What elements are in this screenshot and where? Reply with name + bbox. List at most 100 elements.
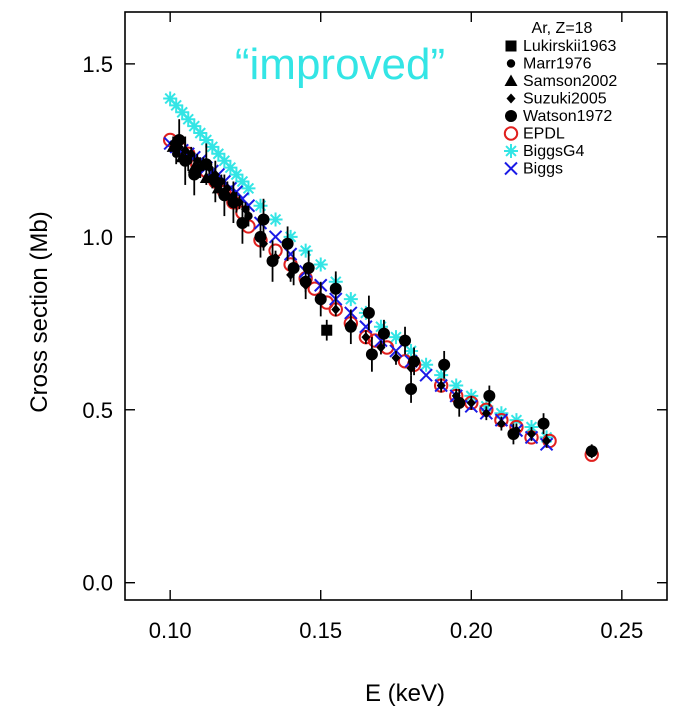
legend-entry: EPDL (523, 126, 565, 143)
data-point (399, 334, 412, 347)
data-point (391, 352, 401, 363)
series-biggsg4 (163, 91, 554, 445)
legend-entry: Suzuki2005 (523, 91, 607, 108)
data-point (359, 320, 373, 334)
data-point (419, 368, 433, 382)
legend-entry: Lukirskii1963 (523, 38, 616, 55)
data-point (193, 126, 208, 141)
data-point (389, 330, 403, 345)
x-axis-title: E (keV) (365, 680, 445, 707)
data-point (542, 435, 552, 446)
data-point (321, 324, 333, 336)
data-point (244, 211, 253, 221)
data-point (298, 243, 313, 258)
y-tick-label: 1.0 (82, 225, 113, 250)
data-point (419, 357, 434, 372)
legend-entry: Watson1972 (523, 108, 612, 125)
data-point (253, 198, 268, 213)
x-tick-label: 0.10 (149, 618, 192, 643)
legend-marker (505, 40, 517, 52)
series-lukirskii1963 (321, 319, 333, 341)
data-point (302, 261, 315, 274)
series-watson1972 (173, 119, 598, 459)
data-point (254, 230, 267, 243)
legend-marker (503, 126, 519, 141)
data-point (217, 153, 232, 168)
legend-marker (504, 74, 518, 86)
legend-marker (505, 110, 517, 122)
data-point (268, 212, 283, 227)
data-point (187, 119, 202, 134)
data-point (483, 389, 496, 402)
legend-title: Ar, Z=18 (532, 20, 593, 37)
data-point (434, 368, 449, 383)
data-point (241, 181, 256, 196)
data-point (287, 261, 300, 274)
data-point (205, 139, 220, 154)
data-point (404, 343, 419, 358)
data-point (199, 132, 214, 147)
data-point (181, 112, 196, 127)
data-point (438, 358, 451, 371)
annotation-improved: “improved” (235, 40, 445, 89)
data-point (173, 133, 186, 146)
data-point (481, 408, 491, 419)
legend-marker (504, 144, 518, 158)
data-point (331, 304, 341, 315)
data-point (527, 428, 536, 439)
data-point (268, 230, 283, 244)
data-point (169, 98, 184, 113)
data-point (449, 378, 464, 393)
legend-entry: Marr1976 (523, 56, 592, 73)
data-point (188, 168, 201, 181)
data-point (343, 292, 358, 307)
plot-frame (124, 11, 668, 601)
data-point (344, 320, 357, 333)
legend-entry: Samson2002 (523, 73, 617, 90)
data-point (453, 396, 466, 409)
data-point (223, 160, 238, 175)
data-point (227, 196, 240, 209)
data-point (236, 216, 249, 229)
data-point (585, 445, 598, 458)
data-point (313, 257, 328, 272)
series-epdl (162, 132, 599, 462)
data-point (229, 167, 244, 182)
x-tick-label: 0.25 (600, 618, 643, 643)
data-point (361, 332, 371, 343)
data-point (314, 293, 327, 306)
legend-entry: BiggsG4 (523, 143, 584, 160)
data-point (507, 427, 520, 440)
data-point (281, 237, 294, 250)
y-axis-title: Cross section (Mb) (26, 211, 53, 412)
data-point (405, 383, 418, 396)
y-tick-label: 1.5 (82, 52, 113, 77)
data-point (365, 348, 378, 361)
data-point (283, 229, 298, 244)
legend-marker (504, 161, 518, 176)
y-tick-label: 0.5 (82, 398, 113, 423)
data-point (163, 91, 178, 106)
data-point (283, 247, 298, 261)
data-point (218, 189, 231, 202)
data-point (373, 319, 388, 334)
data-point (496, 418, 506, 429)
data-point (171, 149, 181, 159)
data-point (537, 417, 550, 430)
data-point (211, 146, 226, 161)
data-point (408, 355, 421, 368)
legend-entry: Biggs (523, 161, 563, 178)
data-point (209, 175, 222, 188)
data-point (257, 213, 270, 226)
y-tick-label: 0.0 (82, 571, 113, 596)
data-point (179, 154, 192, 167)
x-tick-label: 0.15 (299, 618, 342, 643)
data-point (175, 105, 190, 120)
x-tick-label: 0.20 (450, 618, 493, 643)
data-point (377, 327, 390, 340)
data-point (266, 255, 279, 268)
data-point (436, 380, 446, 391)
data-point (299, 275, 312, 288)
data-point (200, 158, 213, 171)
